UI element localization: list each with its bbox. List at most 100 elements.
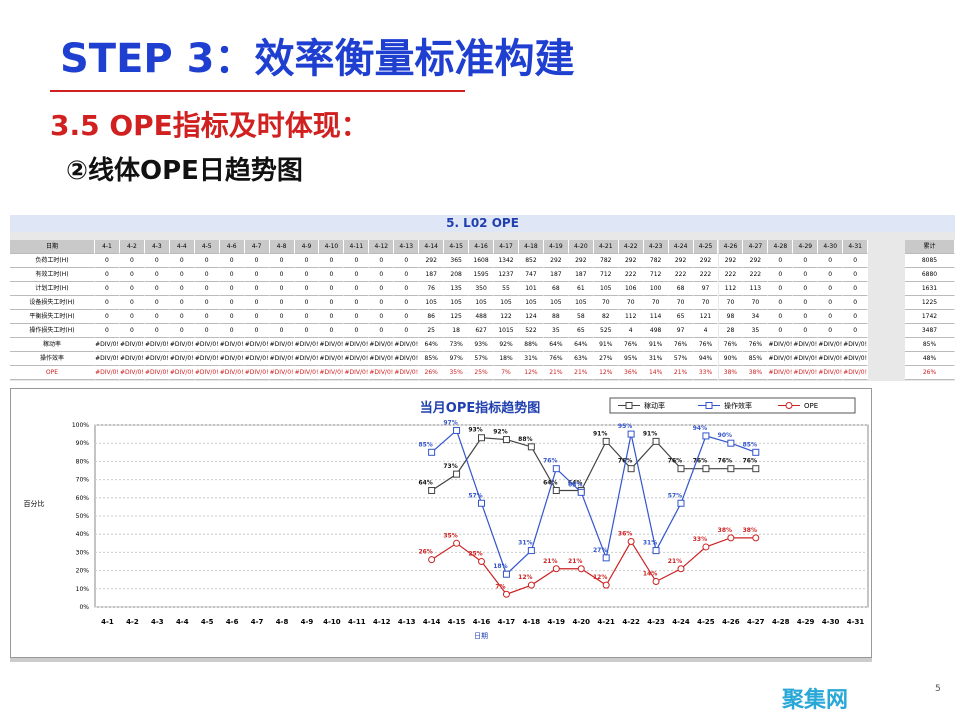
table-cell: #DIV/0! bbox=[269, 352, 295, 366]
table-cell: 1342 bbox=[494, 254, 519, 268]
table-cell: 105 bbox=[543, 296, 569, 310]
table-cell: 0 bbox=[144, 254, 170, 268]
x-tick-label: 4-19 bbox=[548, 618, 566, 626]
table-cell: 1225 bbox=[905, 296, 955, 310]
table-cell: 0 bbox=[818, 296, 844, 310]
table-cell: 0 bbox=[269, 254, 295, 268]
table-cell: 70 bbox=[593, 296, 619, 310]
table-cell: 0 bbox=[95, 310, 120, 324]
x-tick-label: 4-1 bbox=[101, 618, 114, 626]
table-cell: 1015 bbox=[494, 324, 519, 338]
table-cell: 35% bbox=[444, 366, 470, 380]
y-tick-label: 100% bbox=[72, 422, 89, 429]
x-tick-label: 4-25 bbox=[697, 618, 715, 626]
x-tick-label: 4-11 bbox=[348, 618, 366, 626]
x-tick-label: 4-17 bbox=[498, 618, 516, 626]
point bbox=[453, 470, 461, 478]
data-table: 5. L02 OPE 日期 4-1 4-2 4-3 4-4 4-5 4-6 4-7 4-8 4-9… bbox=[10, 215, 955, 381]
table-cell: #DIV/0! bbox=[344, 352, 370, 366]
table-header-cell: 4-29 bbox=[793, 240, 819, 254]
row-label: 计划工时(H) bbox=[10, 282, 95, 296]
table-header-cell: 4-31 bbox=[843, 240, 869, 254]
data-label: 12% bbox=[593, 574, 607, 581]
x-tick-label: 4-7 bbox=[251, 618, 264, 626]
table-header-cell: 日期 bbox=[10, 240, 95, 254]
table-cell: 98 bbox=[718, 310, 744, 324]
table-cell: 4 bbox=[693, 324, 719, 338]
table-cell: 0 bbox=[169, 296, 195, 310]
y-tick-label: 10% bbox=[76, 586, 90, 593]
table-cell: 292 bbox=[693, 254, 719, 268]
table-cell: #DIV/0! bbox=[344, 338, 370, 352]
table-header-cell: 累计 bbox=[905, 240, 955, 254]
table-cell: 105 bbox=[444, 296, 470, 310]
table-cell: 36% bbox=[618, 366, 644, 380]
table-cell: 105 bbox=[593, 282, 619, 296]
table-cell: #DIV/0! bbox=[768, 352, 794, 366]
table-cell: 65 bbox=[668, 310, 694, 324]
table-cell: 28 bbox=[718, 324, 744, 338]
data-label: 21% bbox=[543, 558, 557, 565]
table-cell: 112 bbox=[618, 310, 644, 324]
point bbox=[602, 581, 610, 589]
table-cell: 0 bbox=[818, 310, 844, 324]
data-label: 7% bbox=[495, 583, 505, 590]
table-cell: #DIV/0! bbox=[394, 352, 420, 366]
y-tick-label: 20% bbox=[76, 568, 90, 575]
table-header-cell: 4-24 bbox=[668, 240, 694, 254]
table-cell: #DIV/0! bbox=[319, 366, 345, 380]
x-tick-label: 4-28 bbox=[772, 618, 790, 626]
table-cell: 38% bbox=[743, 366, 769, 380]
point bbox=[527, 581, 535, 589]
table-cell: #DIV/0! bbox=[294, 338, 320, 352]
table-cell: 0 bbox=[144, 310, 170, 324]
table-cell: 0 bbox=[169, 324, 195, 338]
table-cell: 1631 bbox=[905, 282, 955, 296]
table-cell: #DIV/0! bbox=[369, 366, 395, 380]
table-cell: #DIV/0! bbox=[768, 338, 794, 352]
table-cell: #DIV/0! bbox=[194, 338, 220, 352]
table-cell: 0 bbox=[394, 282, 420, 296]
table-cell: 782 bbox=[593, 254, 619, 268]
table-cell: 222 bbox=[718, 268, 744, 282]
table-cell: 0 bbox=[269, 296, 295, 310]
table-cell: 31% bbox=[518, 352, 544, 366]
point bbox=[527, 547, 535, 555]
series-line bbox=[431, 437, 756, 492]
table-cell: 21% bbox=[668, 366, 694, 380]
table-header-cell: 4-22 bbox=[618, 240, 644, 254]
table-cell: #DIV/0! bbox=[843, 338, 869, 352]
table-cell: 85% bbox=[905, 338, 955, 352]
table-header-cell: 4-17 bbox=[494, 240, 519, 254]
table-cell: 101 bbox=[518, 282, 544, 296]
legend-marker bbox=[705, 402, 713, 409]
x-axis-label: 日期 bbox=[474, 632, 488, 640]
table-header-cell: 4-28 bbox=[768, 240, 794, 254]
table-cell: 0 bbox=[768, 324, 794, 338]
point bbox=[602, 437, 610, 445]
table-cell: 97% bbox=[444, 352, 470, 366]
table-cell: 70 bbox=[618, 296, 644, 310]
table-cell: 64% bbox=[543, 338, 569, 352]
table-cell: #DIV/0! bbox=[244, 366, 270, 380]
legend-label: 操作效率 bbox=[724, 401, 752, 410]
table-cell: 1595 bbox=[469, 268, 495, 282]
table-cell: 0 bbox=[269, 282, 295, 296]
table-cell: 94% bbox=[693, 352, 719, 366]
data-label: 64% bbox=[418, 480, 432, 487]
table-cell: 0 bbox=[319, 268, 345, 282]
table-cell: 0 bbox=[369, 254, 395, 268]
table-cell: 0 bbox=[144, 282, 170, 296]
table-cell: 0 bbox=[144, 296, 170, 310]
table-cell: 222 bbox=[618, 268, 644, 282]
table-cell: 92% bbox=[494, 338, 519, 352]
table-cell: 8085 bbox=[905, 254, 955, 268]
table-cell: 0 bbox=[219, 268, 245, 282]
row-label: 设备损失工时(H) bbox=[10, 296, 95, 310]
table-cell: 93% bbox=[469, 338, 495, 352]
table-cell: 0 bbox=[194, 268, 220, 282]
x-tick-label: 4-29 bbox=[797, 618, 815, 626]
data-label: 57% bbox=[668, 492, 682, 499]
point bbox=[627, 465, 635, 473]
table-cell: 105 bbox=[518, 296, 544, 310]
